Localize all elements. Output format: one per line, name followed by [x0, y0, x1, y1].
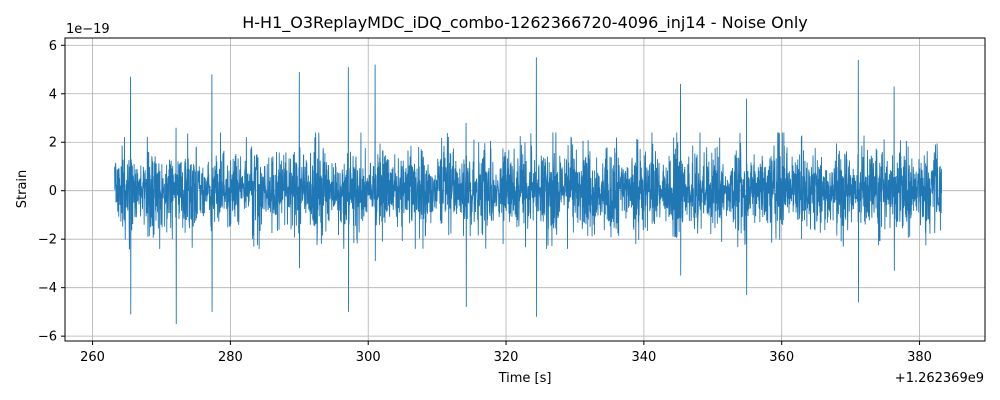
y-tick-label-6: 6 — [49, 39, 57, 54]
y-tick-label-4: 2 — [49, 136, 57, 151]
x-axis-ticks: 260 280 300 320 340 360 380 — [80, 341, 932, 365]
x-offset-label: +1.262369e9 — [895, 371, 984, 386]
x-tick-label-5: 360 — [769, 350, 794, 365]
x-tick-label-0: 260 — [80, 350, 105, 365]
x-tick-label-4: 340 — [631, 350, 656, 365]
y-tick-label-2: −2 — [38, 233, 57, 248]
x-tick-label-1: 280 — [218, 350, 243, 365]
y-scale-label: 1e−19 — [66, 22, 110, 37]
x-tick-label-2: 300 — [356, 350, 381, 365]
y-tick-label-3: 0 — [49, 184, 57, 199]
x-tick-label-3: 320 — [494, 350, 519, 365]
y-tick-label-5: 4 — [49, 87, 57, 102]
y-axis-ticks: −6 −4 −2 0 2 4 6 — [38, 39, 65, 345]
x-tick-label-6: 380 — [907, 350, 932, 365]
series-noise — [114, 57, 943, 325]
y-tick-label-1: −4 — [38, 281, 57, 296]
y-tick-label-0: −6 — [38, 330, 57, 345]
y-axis-label: Strain — [15, 170, 30, 209]
x-axis-label: Time [s] — [498, 371, 552, 386]
strain-line — [114, 57, 943, 325]
chart-title: H-H1_O3ReplayMDC_iDQ_combo-1262366720-40… — [242, 13, 808, 33]
plot-frame — [64, 37, 986, 342]
